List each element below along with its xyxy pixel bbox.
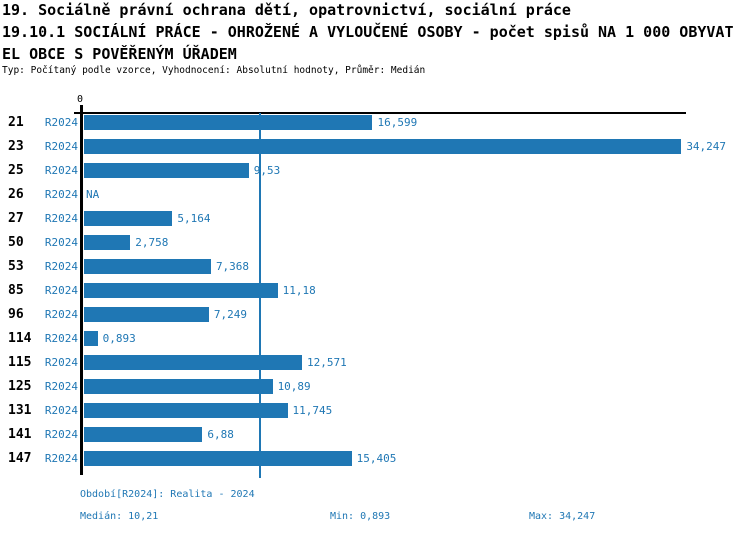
chart-row: 115 R2024 12,571 (0, 351, 750, 375)
value-label: 16,599 (377, 116, 418, 129)
bar (84, 403, 288, 418)
chart-row: 131 R2024 11,745 (0, 399, 750, 423)
chart-row: 27 R2024 5,164 (0, 207, 750, 231)
category-label: 85 (8, 283, 24, 298)
chart-row: 26 R2024 NA (0, 183, 750, 207)
value-label: 11,745 (292, 404, 333, 417)
min-stat-label: Min: 0,893 (330, 511, 391, 522)
bar (84, 235, 131, 250)
value-label: 12,571 (306, 356, 347, 369)
chart-row: 21 R2024 16,599 (0, 111, 750, 135)
bar (84, 283, 278, 298)
category-label: 114 (8, 331, 32, 346)
series-period-label: R2024 (44, 380, 78, 393)
series-period-label: R2024 (44, 116, 78, 129)
value-label: 9,53 (253, 164, 281, 177)
y-axis-line (80, 105, 83, 475)
category-label: 25 (8, 163, 24, 178)
na-label: NA (86, 188, 100, 201)
chart-row: 23 R2024 34,247 (0, 135, 750, 159)
indicator-title-line1: 19.10.1 SOCIÁLNÍ PRÁCE - OHROŽENÉ A VYLO… (2, 23, 734, 41)
series-period-label: R2024 (44, 140, 78, 153)
value-label: 15,405 (356, 452, 397, 465)
category-label: 50 (8, 235, 24, 250)
indicator-title-line2: EL OBCE S POVĚŘENÝM ÚŘADEM (2, 45, 237, 63)
category-label: 115 (8, 355, 32, 370)
category-label: 96 (8, 307, 24, 322)
series-period-label: R2024 (44, 332, 78, 345)
category-label: 26 (8, 187, 24, 202)
chart-row: 141 R2024 6,88 (0, 423, 750, 447)
series-period-label: R2024 (44, 428, 78, 441)
category-label: 21 (8, 115, 24, 130)
chart-row: 53 R2024 7,368 (0, 255, 750, 279)
period-label: Období[R2024]: Realita - 2024 (80, 489, 255, 500)
chart-row: 85 R2024 11,18 (0, 279, 750, 303)
category-label: 125 (8, 379, 32, 394)
bar (84, 307, 209, 322)
category-label: 147 (8, 451, 32, 466)
value-label: 0,893 (102, 332, 136, 345)
value-label: 34,247 (686, 140, 727, 153)
series-period-label: R2024 (44, 356, 78, 369)
series-period-label: R2024 (44, 236, 78, 249)
series-period-label: R2024 (44, 284, 78, 297)
chart-row: 114 R2024 0,893 (0, 327, 750, 351)
bar (84, 427, 203, 442)
median-stat-label: Medián: 10,21 (80, 511, 159, 522)
x-axis-line (74, 112, 686, 114)
bar (84, 211, 173, 226)
axis-zero-tick-label: 0 (77, 94, 84, 105)
series-period-label: R2024 (44, 308, 78, 321)
bar (84, 115, 373, 130)
chart-row: 50 R2024 2,758 (0, 231, 750, 255)
chart-row: 147 R2024 15,405 (0, 447, 750, 471)
bar (84, 331, 98, 346)
category-label: 23 (8, 139, 24, 154)
series-period-label: R2024 (44, 164, 78, 177)
bar (84, 379, 273, 394)
category-label: 141 (8, 427, 32, 442)
bar (84, 259, 211, 274)
series-period-label: R2024 (44, 188, 78, 201)
value-label: 2,758 (135, 236, 169, 249)
bar (84, 355, 302, 370)
category-label: 27 (8, 211, 24, 226)
series-period-label: R2024 (44, 452, 78, 465)
report-title: 19. Sociálně právní ochrana dětí, opatro… (2, 1, 571, 19)
bar (84, 139, 682, 154)
chart-row: 25 R2024 9,53 (0, 159, 750, 183)
value-label: 10,89 (277, 380, 311, 393)
value-label: 5,164 (177, 212, 211, 225)
value-label: 7,368 (215, 260, 250, 273)
category-label: 131 (8, 403, 32, 418)
chart-row: 96 R2024 7,249 (0, 303, 750, 327)
series-period-label: R2024 (44, 404, 78, 417)
category-label: 53 (8, 259, 24, 274)
chart-row: 125 R2024 10,89 (0, 375, 750, 399)
max-stat-label: Max: 34,247 (529, 511, 596, 522)
series-period-label: R2024 (44, 260, 78, 273)
chart-meta: Typ: Počítaný podle vzorce, Vyhodnocení:… (2, 65, 426, 76)
value-label: 11,18 (282, 284, 316, 297)
value-label: 6,88 (207, 428, 234, 441)
series-period-label: R2024 (44, 212, 78, 225)
bar (84, 451, 352, 466)
value-label: 7,249 (213, 308, 247, 321)
bar (84, 163, 249, 178)
